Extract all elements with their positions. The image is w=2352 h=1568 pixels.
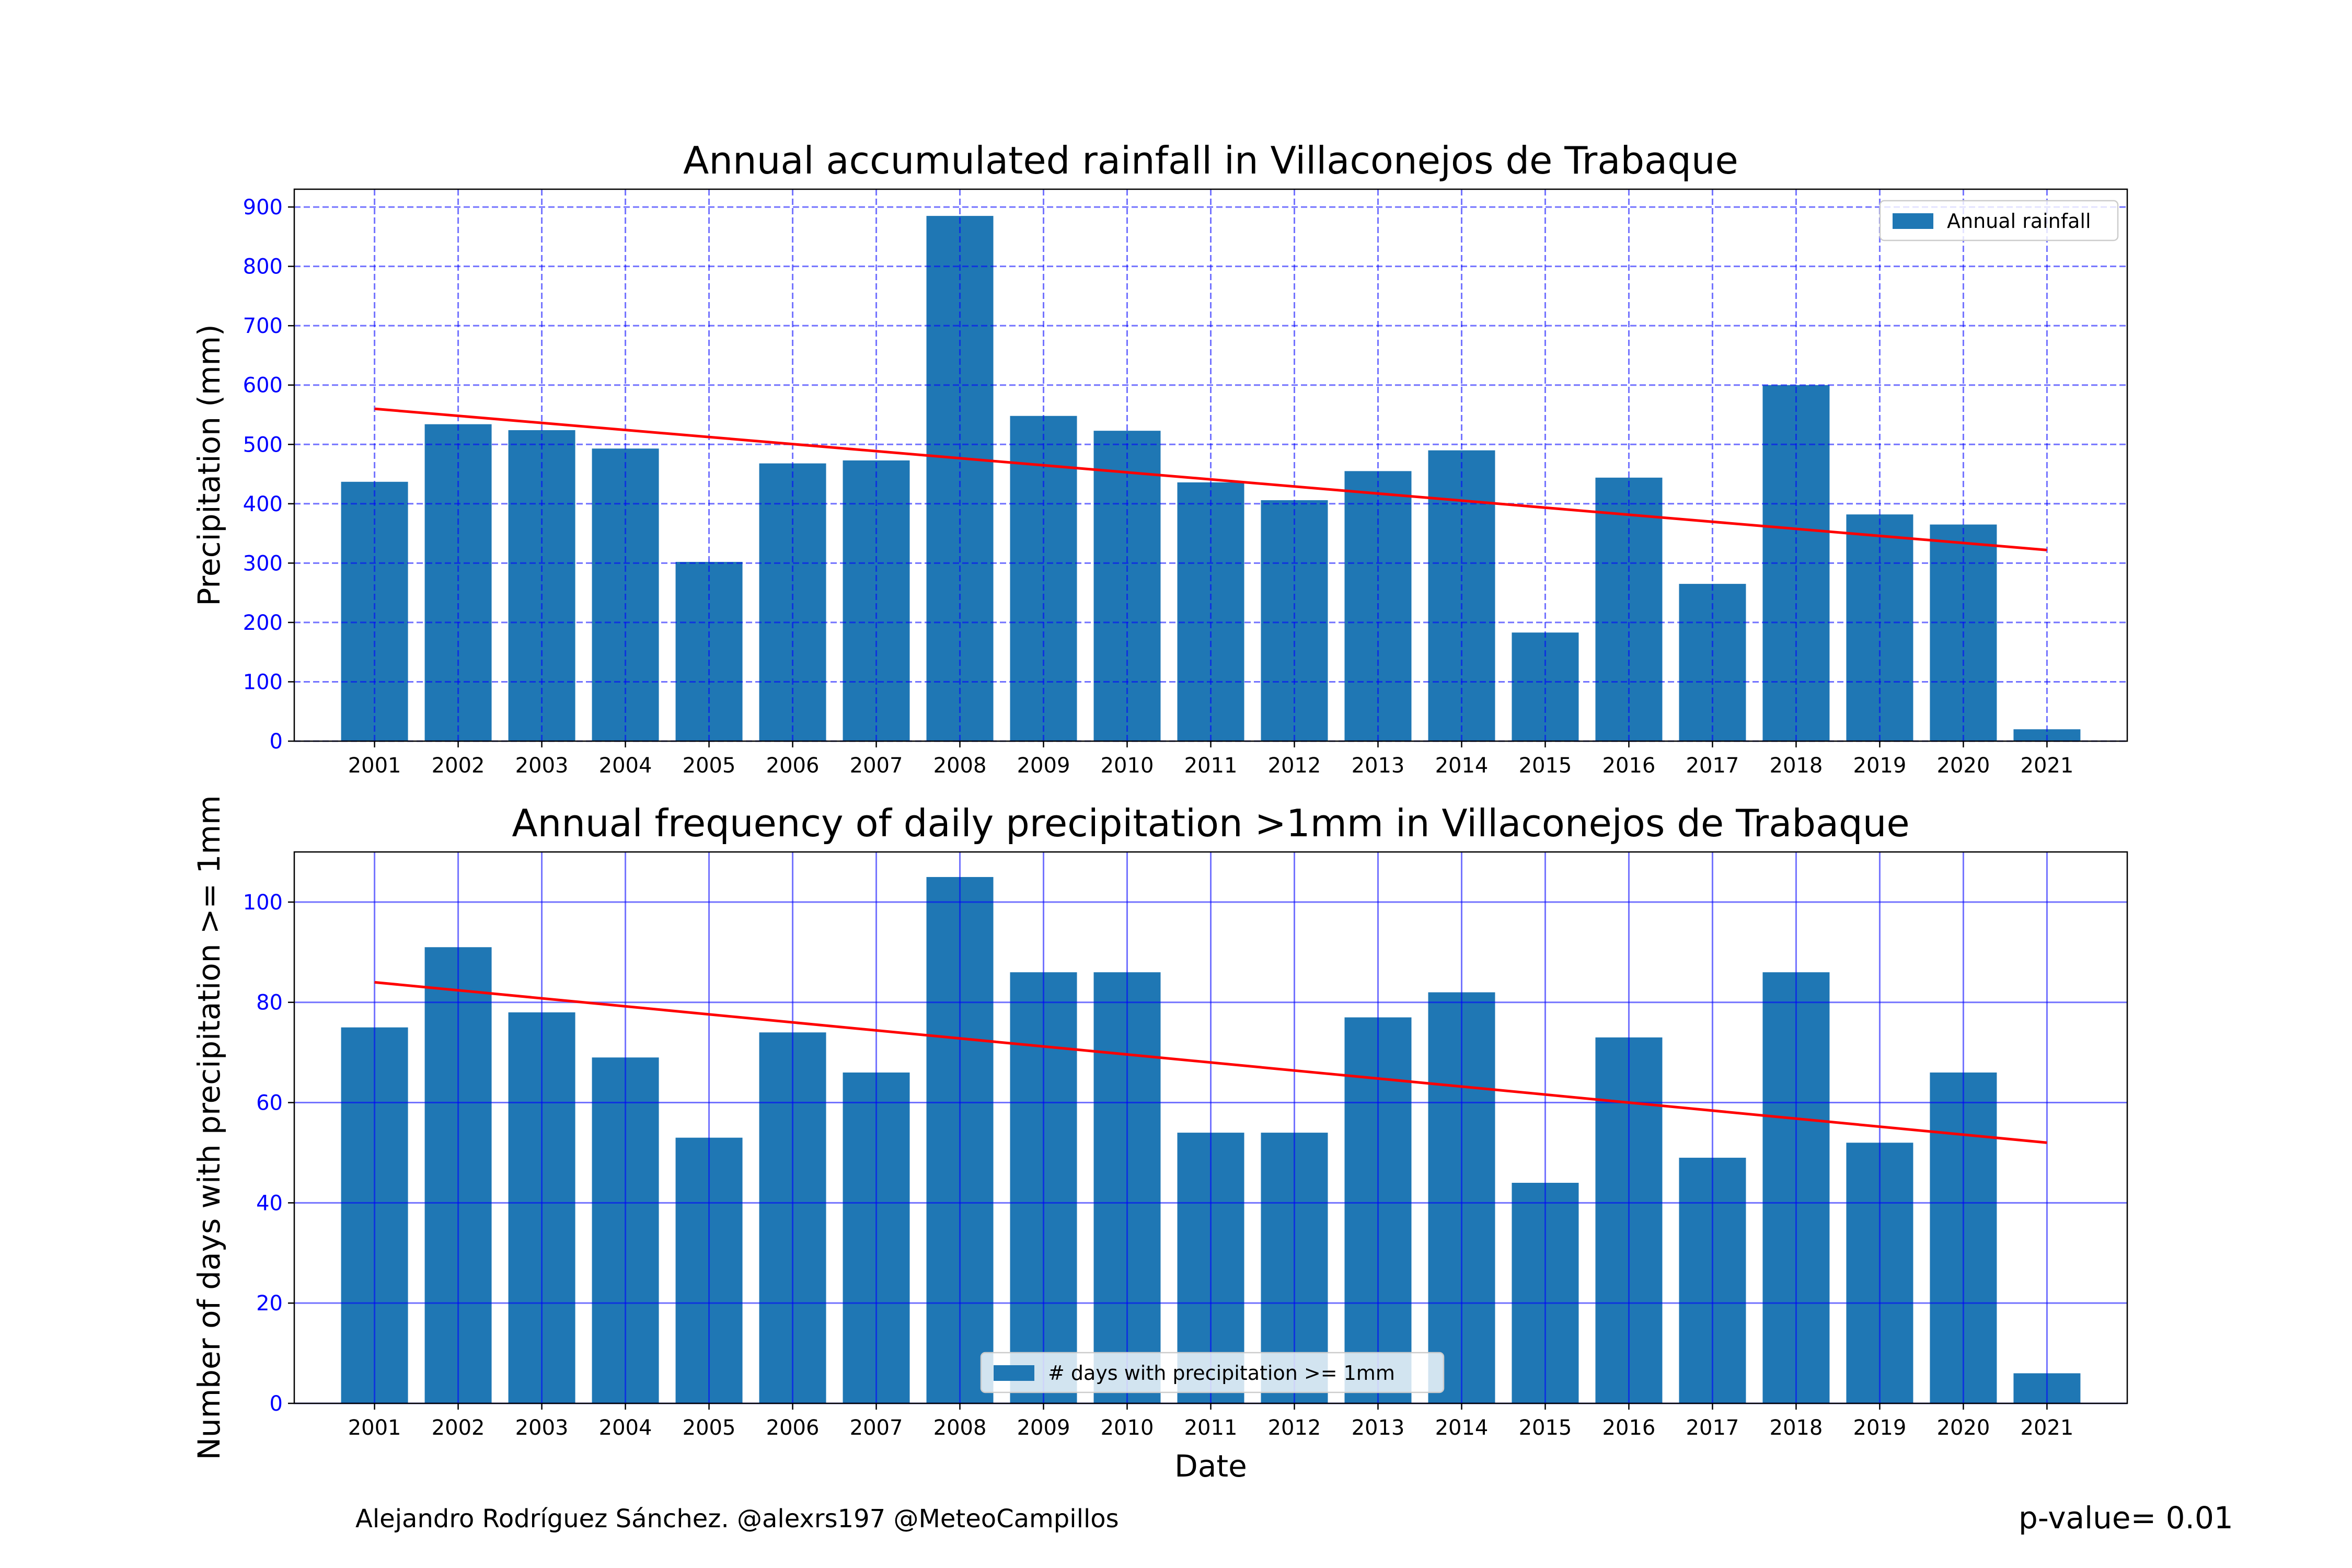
x-tick-label-2008: 2008 <box>933 754 987 778</box>
x-tick-label-2017: 2017 <box>1686 1416 1739 1440</box>
y-tick-label: 600 <box>243 374 283 398</box>
bar-2015 <box>1512 632 1579 741</box>
x-tick-label-2010: 2010 <box>1101 1416 1154 1440</box>
x-tick-label-2004: 2004 <box>599 754 652 778</box>
x-tick-label-2005: 2005 <box>683 1416 736 1440</box>
x-tick-label-2017: 2017 <box>1686 754 1739 778</box>
y-tick-label: 100 <box>243 891 283 915</box>
legend-label: # days with precipitation >= 1mm <box>1048 1362 1395 1385</box>
y-axis-label: Number of days with precipitation >= 1mm <box>191 795 227 1460</box>
x-tick-label-2021: 2021 <box>2021 1416 2074 1440</box>
p-value-label: p-value= 0.01 <box>2019 1500 2233 1536</box>
x-tick-label-2006: 2006 <box>766 1416 820 1440</box>
x-tick-label-2003: 2003 <box>515 754 569 778</box>
x-tick-label-2015: 2015 <box>1519 1416 1572 1440</box>
trend-line <box>374 981 2047 1144</box>
bar-2012 <box>1261 500 1328 741</box>
x-tick-label-2011: 2011 <box>1184 754 1238 778</box>
y-tick-label: 500 <box>243 433 283 457</box>
x-tick-label-2019: 2019 <box>1853 1416 1907 1440</box>
rainfall-chart: 2001 2002 2003 2004 2005 2006 2007 2008 2009 2010… <box>191 139 2128 778</box>
x-tick-label-2016: 2016 <box>1602 1416 1656 1440</box>
x-tick-label-2014: 2014 <box>1435 1416 1489 1440</box>
x-tick-label-2018: 2018 <box>1770 1416 1823 1440</box>
x-tick-label-2012: 2012 <box>1268 754 1321 778</box>
x-tick-label-2005: 2005 <box>683 754 736 778</box>
x-tick-label-2009: 2009 <box>1017 754 1070 778</box>
x-tick-label-2008: 2008 <box>933 1416 987 1440</box>
y-tick-label: 900 <box>243 195 283 220</box>
x-tick-label-2001: 2001 <box>348 1416 401 1440</box>
legend: # days with precipitation >= 1mm <box>980 1352 1445 1393</box>
trend-line <box>374 407 2047 551</box>
x-tick-label-2010: 2010 <box>1101 754 1154 778</box>
x-tick-label-2015: 2015 <box>1519 754 1572 778</box>
y-tick-label: 300 <box>243 551 283 575</box>
x-tick-label-2020: 2020 <box>1937 754 1990 778</box>
y-tick-label: 60 <box>256 1091 283 1115</box>
x-tick-label-2016: 2016 <box>1602 754 1656 778</box>
legend-swatch <box>994 1365 1034 1381</box>
y-tick-label: 40 <box>256 1191 283 1215</box>
author-credit: Alejandro Rodríguez Sánchez. @alexrs197 … <box>355 1504 1119 1534</box>
legend: Annual rainfall <box>1879 200 2119 241</box>
x-tick-label-2014: 2014 <box>1435 754 1489 778</box>
x-tick-label-2013: 2013 <box>1352 1416 1405 1440</box>
legend-box <box>980 1352 1445 1393</box>
x-tick-label-2002: 2002 <box>432 754 485 778</box>
x-tick-label-2001: 2001 <box>348 754 401 778</box>
y-tick-label: 700 <box>243 314 283 338</box>
chart-title: Annual accumulated rainfall in Villacone… <box>683 139 1738 182</box>
y-tick-label: 0 <box>270 1392 283 1416</box>
x-tick-label-2011: 2011 <box>1184 1416 1238 1440</box>
y-tick-label: 200 <box>243 611 283 635</box>
frequency-chart: 2001 2002 2003 2004 2005 2006 2007 2008 2009 2010… <box>191 795 2128 1484</box>
y-tick-label: 400 <box>243 492 283 516</box>
x-tick-label-2013: 2013 <box>1352 754 1405 778</box>
x-tick-label-2018: 2018 <box>1770 754 1823 778</box>
x-axis-label: Date <box>1174 1448 1247 1484</box>
y-tick-label: 80 <box>256 991 283 1015</box>
x-tick-label-2006: 2006 <box>766 754 820 778</box>
x-tick-label-2003: 2003 <box>515 1416 569 1440</box>
y-tick-label: 100 <box>243 670 283 694</box>
x-tick-label-2009: 2009 <box>1017 1416 1070 1440</box>
x-tick-label-2020: 2020 <box>1937 1416 1990 1440</box>
y-axis-label: Precipitation (mm) <box>191 324 227 606</box>
y-tick-label: 0 <box>270 730 283 754</box>
y-tick-label: 800 <box>243 255 283 279</box>
x-tick-label-2002: 2002 <box>432 1416 485 1440</box>
y-tick-label: 20 <box>256 1292 283 1316</box>
x-tick-label-2004: 2004 <box>599 1416 652 1440</box>
x-tick-label-2019: 2019 <box>1853 754 1907 778</box>
legend-label: Annual rainfall <box>1947 210 2091 233</box>
bar-2007 <box>843 460 910 741</box>
x-tick-label-2007: 2007 <box>850 754 903 778</box>
legend-swatch <box>1893 213 1933 229</box>
legend-box <box>1879 200 2119 241</box>
x-tick-label-2007: 2007 <box>850 1416 903 1440</box>
x-tick-label-2012: 2012 <box>1268 1416 1321 1440</box>
chart-title: Annual frequency of daily precipitation … <box>512 801 1909 845</box>
x-tick-label-2021: 2021 <box>2021 754 2074 778</box>
